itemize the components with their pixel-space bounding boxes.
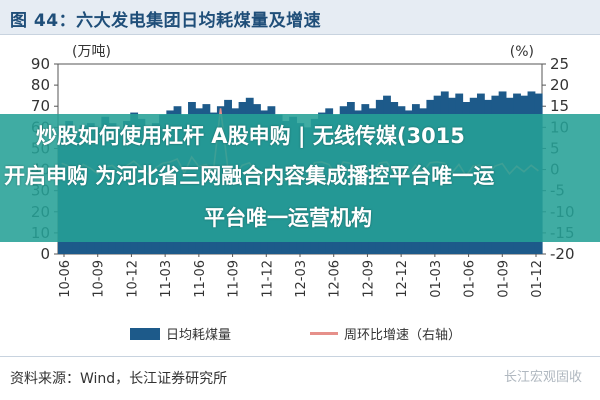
ad-overlay-banner[interactable]: 炒股如何使用杠杆 A股申购 | 无线传媒(3015 开启申购 为河北省三网融合内… — [0, 114, 600, 242]
x-tick-label: 01-09 — [496, 260, 511, 298]
x-tick-label: 10-06 — [58, 260, 73, 298]
figure-title: 图 44：六大发电集团日均耗煤量及增速 — [10, 11, 322, 31]
legend-item-line: 周环比增速（右轴） — [310, 324, 461, 343]
y-right-tick-label: 20 — [550, 76, 569, 94]
legend-swatch-line — [310, 332, 338, 335]
y-left-unit: (万吨) — [72, 44, 111, 60]
x-tick-label: 10-09 — [92, 260, 107, 298]
x-tick-label: 12-09 — [361, 260, 376, 298]
watermark-text: 长江宏观固收 — [503, 370, 582, 385]
overlay-line-1[interactable]: 炒股如何使用杠杆 A股申购 | 无线传媒(3015 — [36, 124, 465, 148]
legend-label-line: 周环比增速（右轴） — [344, 328, 462, 343]
y-left-tick-label: 90 — [31, 55, 50, 73]
legend-item-bars: 日均耗煤量 — [130, 324, 231, 343]
x-tick-label: 11-12 — [260, 260, 275, 298]
y-right-tick-label: 25 — [550, 55, 569, 73]
overlay-line-3[interactable]: 平台唯一运营机构 — [204, 206, 372, 230]
figure-title-bar: 图 44：六大发电集团日均耗煤量及增速 — [0, 0, 600, 35]
y-left-tick-label: 80 — [31, 76, 50, 94]
y-right-tick-label: -20 — [550, 245, 575, 263]
x-tick-label: 11-06 — [193, 260, 208, 298]
footer-divider — [0, 356, 600, 357]
x-tick-label: 11-09 — [227, 260, 242, 298]
y-right-unit: (%) — [510, 44, 534, 60]
y-left-tick-label: 0 — [40, 245, 50, 263]
y-right-tick-label: 15 — [550, 97, 569, 115]
x-tick-label: 11-03 — [159, 260, 174, 298]
x-tick-label: 12-12 — [395, 260, 410, 298]
legend-label-bars: 日均耗煤量 — [166, 328, 232, 343]
x-tick-label: 01-03 — [429, 260, 444, 298]
x-tick-label: 01-12 — [530, 260, 545, 298]
chart-legend: 日均耗煤量 周环比增速（右轴） — [90, 322, 550, 344]
overlay-line-2[interactable]: 开启申购 为河北省三网融合内容集成播控平台唯一运 — [4, 164, 495, 188]
x-tick-label: 10-12 — [125, 260, 140, 298]
source-note: 资料来源：Wind，长江证券研究所 — [10, 371, 228, 387]
x-tick-label: 12-06 — [328, 260, 343, 298]
legend-swatch-bars — [130, 327, 160, 340]
x-tick-label: 12-03 — [294, 260, 309, 298]
y-left-tick-label: 70 — [31, 97, 50, 115]
x-tick-label: 01-06 — [463, 260, 478, 298]
